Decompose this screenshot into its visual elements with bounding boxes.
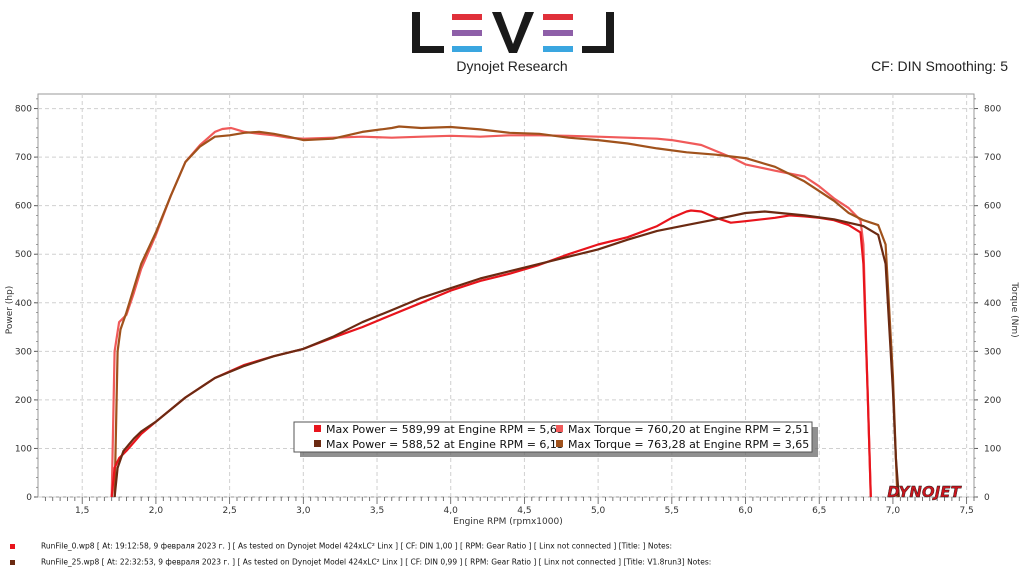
run1-swatch — [10, 543, 15, 549]
series-line-run2_torque — [113, 125, 899, 498]
footer-run2: RunFile_25.wp8 [ At: 22:32:53, 9 февраля… — [10, 557, 711, 567]
y-tick-label: 800 — [15, 105, 32, 115]
y2-tick-label: 200 — [984, 396, 1001, 406]
series-line-run2_power — [113, 210, 900, 498]
legend-label-run2_power: Max Power = 588,52 at Engine RPM = 6,13 — [326, 438, 564, 451]
x-tick-label: 6,5 — [812, 506, 826, 516]
x-tick-label: 3,5 — [370, 506, 384, 516]
y2-tick-label: 700 — [984, 153, 1001, 163]
level-logo — [412, 12, 614, 53]
y2-tick-label: 100 — [984, 444, 1001, 454]
y-tick-label: 400 — [15, 299, 32, 309]
legend-label-run1_torque: Max Torque = 760,20 at Engine RPM = 2,51 — [568, 423, 809, 436]
chart-series — [110, 125, 900, 498]
x-tick-label: 4,5 — [517, 506, 531, 516]
footer-run2-text: RunFile_25.wp8 [ At: 22:32:53, 9 февраля… — [41, 557, 712, 567]
y2-tick-label: 500 — [984, 250, 1001, 260]
legend-label-run2_torque: Max Torque = 763,28 at Engine RPM = 3,65 — [568, 438, 809, 451]
x-tick-label: 5,0 — [591, 506, 606, 516]
x-axis-label: Engine RPM (rpmx1000) — [453, 517, 562, 527]
legend-swatch-run1_power — [314, 425, 321, 432]
dyno-chart: 0 0 100 100 200 200 300 300 400 400 500 500 600 600 70… — [5, 93, 1019, 527]
subtitle: Dynojet Research — [456, 58, 568, 74]
x-tick-label: 2,0 — [149, 506, 164, 516]
y-tick-label: 700 — [15, 153, 32, 163]
y2-tick-label: 800 — [984, 105, 1001, 115]
y-tick-label: 300 — [15, 347, 32, 357]
y2-tick-label: 0 — [984, 493, 990, 503]
x-tick-label: 5,5 — [665, 506, 679, 516]
x-tick-label: 3,0 — [296, 506, 311, 516]
x-tick-label: 6,0 — [738, 506, 753, 516]
y-axis-label-torque: Torque (Nm) — [1009, 281, 1019, 337]
dynojet-watermark: DYNOJET — [887, 483, 962, 501]
y-tick-label: 200 — [15, 396, 32, 406]
footer-run1-text: RunFile_0.wp8 [ At: 19:12:58, 9 февраля … — [41, 541, 673, 551]
legend-swatch-run2_torque — [556, 440, 563, 447]
legend-swatch-run2_power — [314, 440, 321, 447]
x-tick-label: 1,5 — [75, 506, 89, 516]
y2-tick-label: 300 — [984, 347, 1001, 357]
cf-smoothing-label: CF: DIN Smoothing: 5 — [871, 58, 1008, 74]
legend-label-run1_power: Max Power = 589,99 at Engine RPM = 5,63 — [326, 423, 564, 436]
chart-axes: 0 0 100 100 200 200 300 300 400 400 500 500 600 600 70… — [15, 98, 1001, 516]
legend-swatch-run1_torque — [556, 425, 563, 432]
y-tick-label: 0 — [26, 493, 32, 503]
y-tick-label: 100 — [15, 444, 32, 454]
y2-tick-label: 600 — [984, 202, 1001, 212]
y-axis-label-power: Power (hp) — [5, 286, 15, 335]
y-tick-label: 500 — [15, 250, 32, 260]
x-tick-label: 7,0 — [886, 506, 901, 516]
y2-tick-label: 400 — [984, 299, 1001, 309]
x-tick-label: 4,0 — [444, 506, 459, 516]
chart-legend: Max Power = 589,99 at Engine RPM = 5,63 M… — [293, 421, 818, 457]
x-tick-label: 7,5 — [959, 506, 973, 516]
y-tick-label: 600 — [15, 202, 32, 212]
x-tick-label: 2,5 — [222, 506, 236, 516]
run2-swatch — [10, 559, 15, 565]
footer-run1: RunFile_0.wp8 [ At: 19:12:58, 9 февраля … — [10, 541, 672, 551]
